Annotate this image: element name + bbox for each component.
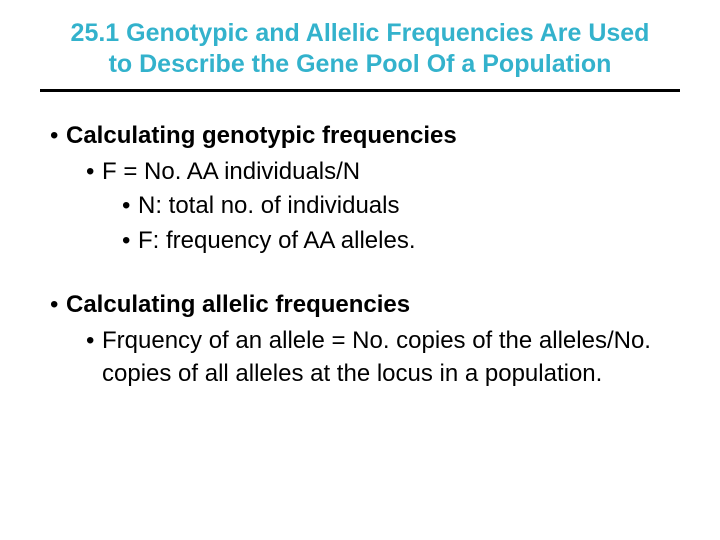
list-subitem: •N: total no. of individuals [44,190,680,222]
subitem-text: F: frequency of AA alleles. [138,227,416,254]
slide-body: •Calculating genotypic frequencies •F = … [40,120,680,391]
slide-title: 25.1 Genotypic and Allelic Frequencies A… [70,18,650,81]
list-item: •Frquency of an allele = No. copies of t… [44,325,680,390]
slide: 25.1 Genotypic and Allelic Frequencies A… [0,0,720,540]
bullet-icon: • [50,120,66,152]
bullet-icon: • [86,156,102,188]
heading-text: Calculating genotypic frequencies [66,122,457,149]
bullet-icon: • [122,225,138,257]
heading-text: Calculating allelic frequencies [66,291,410,318]
item-text: F = No. AA individuals/N [102,158,360,185]
bullet-icon: • [122,190,138,222]
item-text: Frquency of an allele = No. copies of th… [102,327,651,386]
bullet-icon: • [50,289,66,321]
bullet-icon: • [86,325,102,357]
spacer [44,259,680,289]
list-subitem: •F: frequency of AA alleles. [44,225,680,257]
list-item: •F = No. AA individuals/N [44,156,680,188]
section-heading: •Calculating allelic frequencies [44,289,680,321]
title-container: 25.1 Genotypic and Allelic Frequencies A… [40,18,680,92]
section-heading: •Calculating genotypic frequencies [44,120,680,152]
subitem-text: N: total no. of individuals [138,192,399,219]
